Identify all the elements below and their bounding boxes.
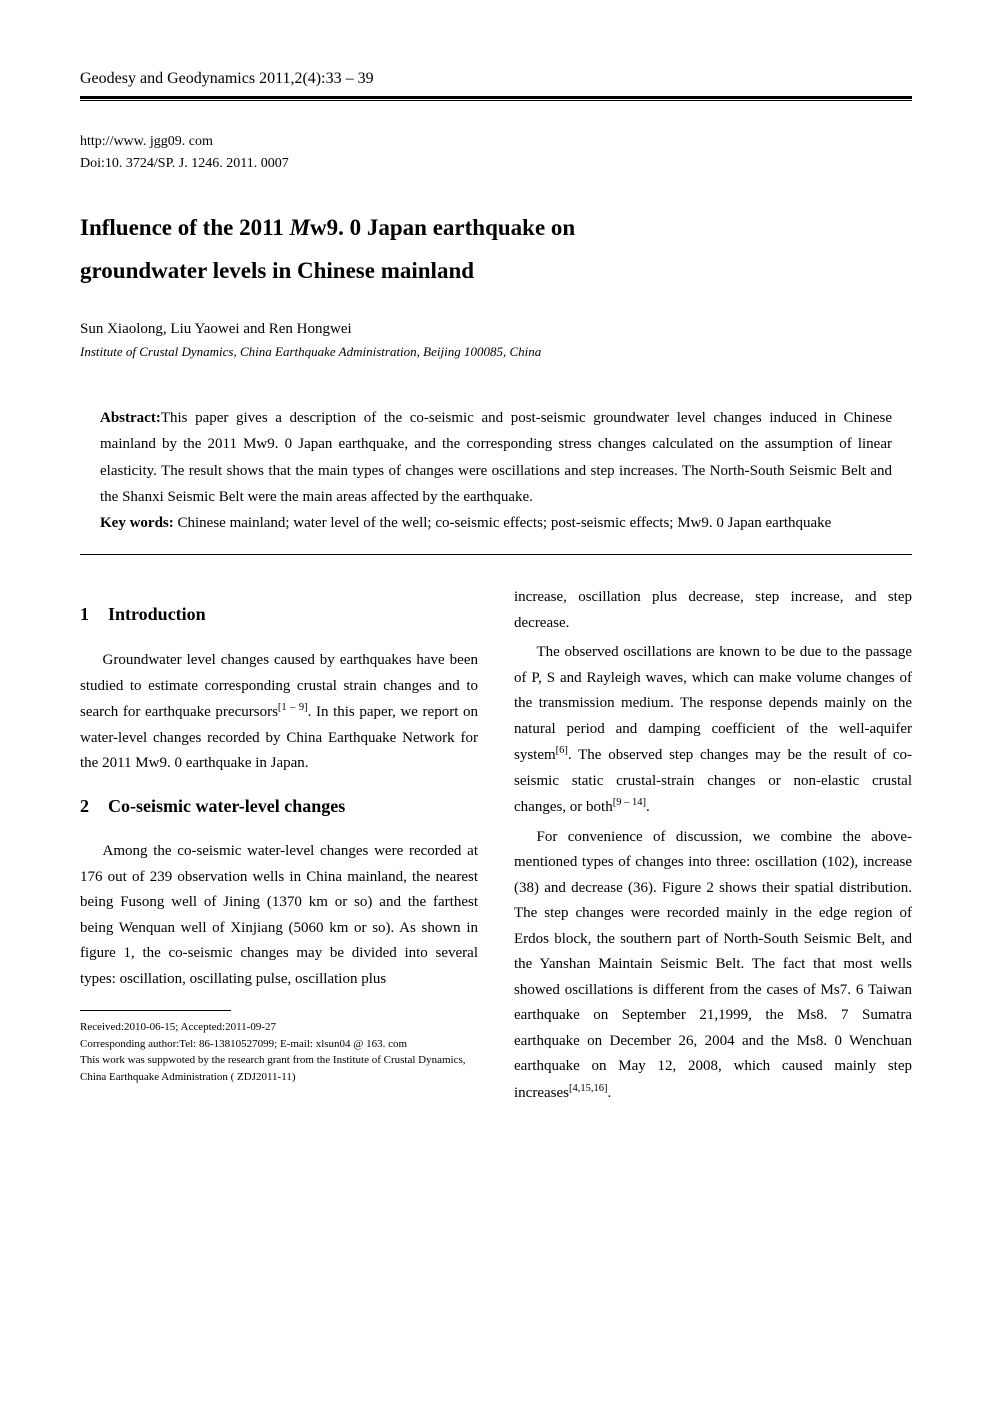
abstract-label: Abstract: xyxy=(100,410,161,426)
section-1-num: 1 xyxy=(80,599,108,630)
col2-p3-b: . xyxy=(607,1085,611,1101)
footnote-corresponding: Corresponding author:Tel: 86-13810527099… xyxy=(80,1036,478,1053)
col2-p3: For convenience of discussion, we combin… xyxy=(514,825,912,1107)
abstract-block: Abstract:This paper gives a description … xyxy=(80,405,912,536)
keywords-label: Key words: xyxy=(100,515,174,531)
sec1-paragraph: Groundwater level changes caused by eart… xyxy=(80,648,478,777)
footnote-received: Received:2010-06-15; Accepted:2011-09-27 xyxy=(80,1019,478,1036)
col2-p3-a: For convenience of discussion, we combin… xyxy=(514,829,912,1101)
keywords-paragraph: Key words: Chinese mainland; water level… xyxy=(100,510,892,536)
col2-p2-ref1: [6] xyxy=(556,745,568,756)
sec1-p1-ref: [1 – 9] xyxy=(278,702,308,713)
two-column-body: 1Introduction Groundwater level changes … xyxy=(80,585,912,1110)
section-2-num: 2 xyxy=(80,791,108,822)
header-rule xyxy=(80,96,912,101)
col2-p2-a: The observed oscillations are known to b… xyxy=(514,644,912,763)
col2-p2-b: . The observed step changes may be the r… xyxy=(514,747,912,815)
right-column: increase, oscillation plus decrease, ste… xyxy=(514,585,912,1110)
keywords-text: Chinese mainland; water level of the wel… xyxy=(174,515,832,531)
col2-p2-c: . xyxy=(646,799,650,815)
url-text: http://www. jgg09. com xyxy=(80,131,912,153)
url-doi-block: http://www. jgg09. com Doi:10. 3724/SP. … xyxy=(80,131,912,176)
section-1-heading: 1Introduction xyxy=(80,599,478,630)
col2-p1: increase, oscillation plus decrease, ste… xyxy=(514,585,912,636)
section-2-title: Co-seismic water-level changes xyxy=(108,796,345,816)
sec2-paragraph: Among the co-seismic water-level changes… xyxy=(80,839,478,992)
journal-header: Geodesy and Geodynamics 2011,2(4):33 – 3… xyxy=(80,70,912,88)
left-column: 1Introduction Groundwater level changes … xyxy=(80,585,478,1110)
col2-p3-ref: [4,15,16] xyxy=(569,1083,608,1094)
col2-p2-ref2: [9 – 14] xyxy=(613,797,646,808)
paper-title: Influence of the 2011 Mw9. 0 Japan earth… xyxy=(80,206,912,293)
abstract-text: This paper gives a description of the co… xyxy=(100,410,892,505)
abstract-paragraph: Abstract:This paper gives a description … xyxy=(100,405,892,510)
doi-text: Doi:10. 3724/SP. J. 1246. 2011. 0007 xyxy=(80,153,912,175)
footnote-funding: This work was suppwoted by the research … xyxy=(80,1052,478,1085)
section-2-heading: 2Co-seismic water-level changes xyxy=(80,791,478,822)
title-line-1: Influence of the 2011 Mw9. 0 Japan earth… xyxy=(80,206,912,250)
authors: Sun Xiaolong, Liu Yaowei and Ren Hongwei xyxy=(80,321,912,338)
footnote-rule xyxy=(80,1010,231,1011)
col2-p2: The observed oscillations are known to b… xyxy=(514,640,912,821)
section-1-title: Introduction xyxy=(108,604,206,624)
affiliation: Institute of Crustal Dynamics, China Ear… xyxy=(80,344,912,360)
abstract-rule xyxy=(80,554,912,555)
title-line-2: groundwater levels in Chinese mainland xyxy=(80,249,912,293)
